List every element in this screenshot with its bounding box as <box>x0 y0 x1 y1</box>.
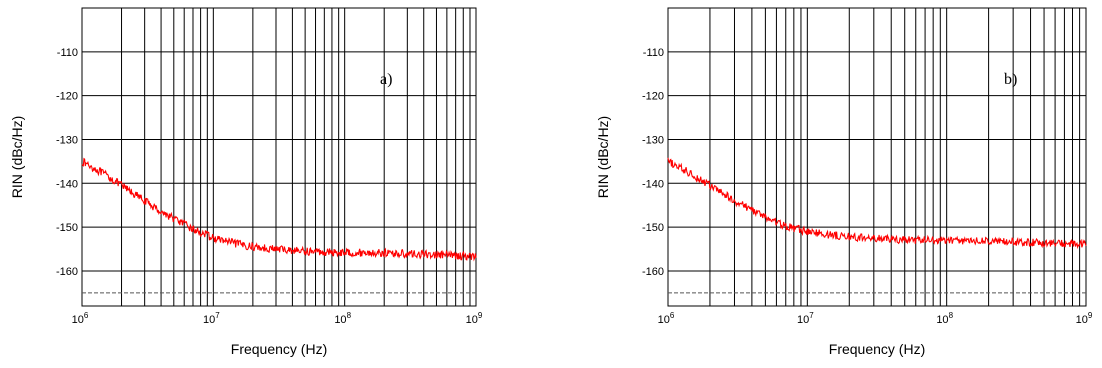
x-tick-label: 109 <box>1076 311 1093 326</box>
plot-frame <box>81 7 477 307</box>
panel-label: b) <box>1004 71 1017 88</box>
y-tick-label: -160 <box>642 266 664 278</box>
y-tick-label: -150 <box>642 222 664 234</box>
y-tick-label: -120 <box>56 91 78 103</box>
plot-frame <box>667 7 1087 307</box>
x-tick-label: 106 <box>658 311 675 326</box>
rin-series-line <box>81 157 477 262</box>
y-tick-label: -130 <box>56 134 78 146</box>
y-axis-label: RIN (dBc/Hz) <box>595 116 611 198</box>
y-tick-label: -140 <box>56 178 78 190</box>
y-tick-label: -110 <box>643 47 664 59</box>
x-tick-label: 108 <box>936 311 953 326</box>
x-tick-label: 109 <box>466 311 483 326</box>
x-tick-label: 107 <box>797 311 814 326</box>
y-tick-label: -130 <box>642 134 664 146</box>
x-tick-label: 108 <box>334 311 351 326</box>
y-tick-label: -120 <box>642 91 664 103</box>
y-tick-label: -150 <box>56 222 78 234</box>
rin-series-line <box>667 157 1087 250</box>
panel-label: a) <box>380 71 392 88</box>
y-axis-label: RIN (dBc/Hz) <box>9 116 25 198</box>
y-tick-label: -110 <box>57 47 78 59</box>
y-tick-label: -160 <box>56 266 78 278</box>
x-tick-label: 107 <box>203 311 220 326</box>
x-axis-label: Frequency (Hz) <box>231 341 327 357</box>
chart-panel-b: -110 -120 -130 -140 -150 -160 106 107 108 109 Freq… <box>595 7 1093 357</box>
x-axis-label: Frequency (Hz) <box>829 341 925 357</box>
y-tick-label: -140 <box>642 178 664 190</box>
x-tick-label: 106 <box>72 311 89 326</box>
chart-panel-a: -110 -120 -130 -140 -150 -160 106 107 108 109 Freq… <box>9 7 483 357</box>
